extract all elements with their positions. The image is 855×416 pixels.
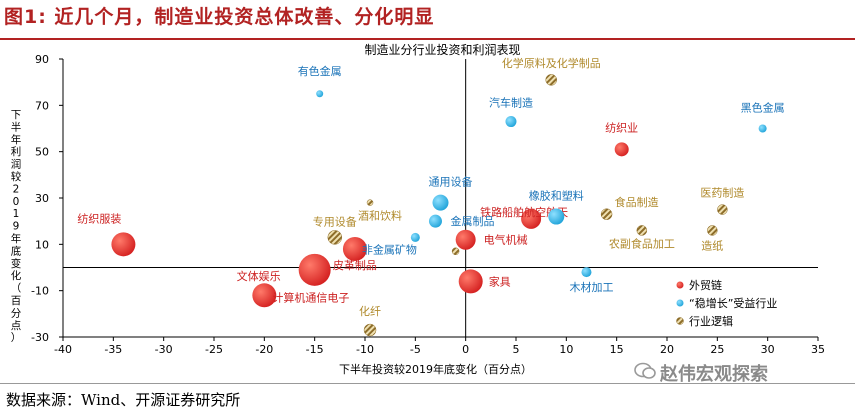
point-label: 通用设备 bbox=[429, 175, 473, 189]
y-tick-label: 90 bbox=[35, 53, 49, 66]
legend-marker-red bbox=[676, 281, 684, 289]
y-axis-label: 下半年利润较 2 0 1 9 年底变化（百分点） bbox=[11, 109, 22, 344]
point-unlabeled bbox=[451, 247, 460, 256]
legend-marker-gold bbox=[676, 317, 684, 325]
point-label: 家具 bbox=[489, 274, 511, 288]
point-计算机通信电子 bbox=[252, 283, 277, 308]
chart-title: 制造业分行业投资和利润表现 bbox=[364, 42, 520, 57]
x-tick-label: -30 bbox=[155, 343, 173, 356]
legend-label: 外贸链 bbox=[689, 278, 722, 292]
source-divider bbox=[0, 383, 855, 384]
point-label: 黑色金属 bbox=[741, 101, 785, 115]
x-tick-label: -25 bbox=[205, 343, 223, 356]
point-通用设备 bbox=[432, 194, 449, 211]
point-黑色金属 bbox=[758, 124, 767, 133]
point-食品制造 bbox=[600, 208, 613, 220]
point-农副食品加工 bbox=[636, 225, 648, 236]
point-有色金属 bbox=[316, 90, 324, 98]
point-label: 非金属矿物 bbox=[362, 242, 417, 256]
point-label: 纺织服装 bbox=[77, 211, 121, 225]
point-专用设备 bbox=[327, 230, 343, 245]
point-label: 纺织业 bbox=[605, 120, 638, 134]
x-tick-label: 25 bbox=[710, 343, 724, 356]
point-label: 金属制品 bbox=[450, 214, 494, 228]
point-文体娱乐 bbox=[298, 253, 331, 286]
point-label: 铁路船舶航空航天 bbox=[480, 205, 568, 219]
point-纺织业 bbox=[614, 142, 629, 157]
point-label: 文体娱乐 bbox=[237, 269, 281, 283]
x-tick-label: -5 bbox=[410, 343, 421, 356]
watermark: 赵伟宏观探索 bbox=[660, 364, 768, 385]
point-橡胶和塑料 bbox=[548, 208, 565, 225]
point-家具 bbox=[458, 269, 483, 294]
legend-label: 行业逻辑 bbox=[689, 314, 733, 328]
x-tick-label: -10 bbox=[356, 343, 374, 356]
point-电气机械 bbox=[455, 229, 476, 250]
point-纺织服装 bbox=[111, 232, 136, 257]
wechat-icon bbox=[634, 362, 656, 379]
point-化学原料及化学制品 bbox=[545, 74, 557, 86]
x-tick-label: -40 bbox=[54, 343, 72, 356]
point-label: 专用设备 bbox=[313, 214, 357, 228]
point-金属制品 bbox=[428, 214, 442, 228]
x-tick-label: 15 bbox=[610, 343, 624, 356]
legend-label: “稳增长”受益行业 bbox=[689, 296, 777, 310]
point-汽车制造 bbox=[505, 116, 517, 128]
figure-title: 图1: 近几个月，制造业投资总体改善、分化明显 bbox=[4, 6, 435, 28]
scatter-chart: 制造业分行业投资和利润表现 -40 -35 -30 -25 -20 -15 -10 -5 0 5 10… bbox=[11, 42, 825, 376]
point-非金属矿物 bbox=[410, 232, 420, 242]
x-tick-label: -15 bbox=[306, 343, 324, 356]
y-tick-label: -30 bbox=[31, 331, 49, 344]
x-tick-label: 5 bbox=[513, 343, 520, 356]
point-label: 汽车制造 bbox=[489, 96, 533, 110]
point-造纸 bbox=[707, 225, 718, 236]
point-label: 酒和饮料 bbox=[358, 209, 402, 223]
x-tick-label: 30 bbox=[761, 343, 775, 356]
point-label: 造纸 bbox=[701, 238, 723, 252]
legend-marker-blue bbox=[676, 299, 684, 307]
point-label: 农副食品加工 bbox=[609, 236, 675, 250]
y-tick-label: 70 bbox=[35, 99, 49, 112]
point-医药制造 bbox=[717, 204, 728, 215]
point-label: 皮革制品 bbox=[333, 258, 377, 272]
x-tick-label: 20 bbox=[660, 343, 674, 356]
point-label: 化纤 bbox=[359, 304, 381, 318]
y-tick-label: 10 bbox=[35, 238, 49, 251]
point-铁路船舶航空航天 bbox=[521, 208, 542, 229]
x-tick-label: 35 bbox=[811, 343, 825, 356]
point-label: 有色金属 bbox=[298, 64, 342, 78]
point-label: 化学原料及化学制品 bbox=[502, 56, 601, 70]
chart-axes: 制造业分行业投资和利润表现 -40 -35 -30 -25 -20 -15 -10 -5 0 5 10… bbox=[11, 42, 825, 376]
data-source: 数据来源：Wind、开源证券研究所 bbox=[6, 391, 241, 409]
y-tick-label: -10 bbox=[31, 285, 49, 298]
x-tick-label: -35 bbox=[104, 343, 122, 356]
x-tick-label: -20 bbox=[255, 343, 273, 356]
x-tick-label: 10 bbox=[559, 343, 573, 356]
x-axis-label: 下半年投资较2019年底变化（百分点） bbox=[339, 362, 532, 376]
point-label: 电气机械 bbox=[484, 233, 528, 247]
y-tick-label: 30 bbox=[35, 192, 49, 205]
point-label: 食品制造 bbox=[615, 195, 659, 209]
point-皮革制品 bbox=[342, 236, 367, 261]
point-label: 橡胶和塑料 bbox=[529, 189, 584, 203]
y-tick-label: 50 bbox=[35, 146, 49, 159]
title-divider bbox=[0, 38, 855, 40]
point-化纤 bbox=[363, 323, 377, 337]
x-tick-label: 0 bbox=[462, 343, 469, 356]
point-label: 医药制造 bbox=[700, 186, 744, 200]
point-酒和饮料 bbox=[366, 199, 374, 206]
point-木材加工 bbox=[581, 267, 592, 278]
point-label: 木材加工 bbox=[569, 280, 613, 294]
point-label: 计算机通信电子 bbox=[272, 290, 349, 304]
